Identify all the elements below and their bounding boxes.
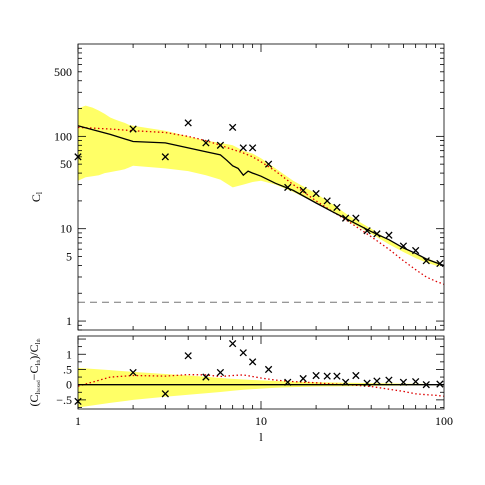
top-data-marker — [399, 242, 408, 250]
bottom-data-marker — [299, 374, 307, 383]
bottom-panel: −.50.511 10 100 (Clboxed−Clth)/Clth l — [27, 335, 453, 444]
top-data-marker — [248, 144, 257, 152]
bottom-data-marker — [352, 371, 360, 380]
bottom-data-marker — [341, 378, 350, 386]
top-data-marker — [341, 214, 350, 222]
top-data-marker — [216, 141, 225, 149]
top-y-axis-title: Cl — [29, 191, 44, 202]
top-data-marker — [228, 123, 237, 132]
top-y-tick-label: 50 — [60, 157, 72, 171]
x-tick-label: 10 — [255, 414, 267, 428]
bottom-ylabel-sub2: boxed — [37, 380, 42, 393]
bottom-data-marker — [312, 371, 320, 380]
bottom-data-marker — [161, 390, 169, 398]
top-data-marker — [161, 153, 169, 161]
bottom-data-marker — [248, 358, 257, 366]
top-data-marker — [202, 139, 210, 147]
bottom-ylabel-sub5: l — [34, 342, 42, 344]
bottom-data-marker — [129, 368, 137, 377]
top-data-marker — [129, 125, 137, 133]
top-data-marker — [373, 230, 381, 238]
top-data-marker — [352, 214, 360, 222]
top-data-marker — [239, 144, 247, 152]
x-tick-label: 1 — [75, 414, 81, 428]
bottom-ylabel-sub3: l — [34, 364, 42, 366]
top-plot-area — [74, 105, 445, 303]
x-tick-label: 100 — [435, 414, 453, 428]
bottom-ylabel-sub6: th — [37, 338, 42, 342]
top-uncertainty-band — [78, 105, 440, 267]
bottom-data-marker — [284, 378, 292, 386]
x-axis-title: l — [259, 430, 263, 444]
bottom-data-marker — [436, 380, 444, 388]
top-y-tick-label: 500 — [54, 65, 72, 79]
top-dotted-series — [77, 126, 445, 285]
bottom-data-marker — [228, 339, 237, 348]
top-y-tick-label: 5 — [66, 250, 72, 264]
top-y-tick-label: 10 — [60, 222, 72, 236]
bottom-data-marker — [239, 349, 247, 357]
top-ylabel-sub: l — [35, 191, 44, 194]
top-data-marker — [411, 246, 420, 255]
bottom-y-tick-label: .5 — [63, 362, 72, 376]
bottom-data-marker — [216, 368, 225, 377]
bottom-data-marker — [399, 378, 408, 386]
top-panel-frame — [77, 43, 445, 331]
bottom-ylabel-sub4: th — [37, 359, 42, 363]
bottom-data-marker — [373, 377, 381, 385]
bottom-plot-area — [74, 339, 445, 408]
top-data-marker — [385, 231, 393, 239]
top-data-marker — [184, 119, 192, 127]
top-data-marker — [422, 257, 430, 265]
top-data-marker — [299, 186, 307, 195]
top-panel: 1 5 10 50 100 500 Cl — [29, 43, 445, 331]
bottom-uncertainty-band — [78, 367, 444, 408]
bottom-ylabel-open: (C — [27, 395, 41, 407]
bottom-data-marker — [323, 372, 331, 380]
bottom-y-tick-label: −.5 — [56, 393, 72, 407]
top-y-tick-label: 1 — [66, 314, 72, 328]
bottom-axis-ticks: −.50.511 10 100 — [56, 336, 453, 428]
bottom-data-marker — [202, 373, 210, 381]
bottom-y-axis-title: (Clboxed−Clth)/Clth — [27, 338, 42, 406]
bottom-ylabel-sub1: l — [34, 393, 42, 395]
top-data-marker — [363, 227, 371, 235]
bottom-y-tick-label: 0 — [66, 378, 72, 392]
bottom-ylabel-mid: −C — [27, 366, 41, 381]
top-ylabel-main: C — [29, 194, 43, 202]
top-data-marker — [284, 183, 292, 192]
top-data-marker — [312, 189, 320, 198]
bottom-data-marker — [385, 376, 393, 384]
bottom-ylabel-end: )/C — [27, 344, 41, 359]
bottom-data-marker — [333, 372, 341, 380]
top-model-line — [77, 125, 445, 267]
top-axis-ticks: 1 5 10 50 100 500 — [54, 44, 444, 331]
bottom-data-marker — [422, 381, 430, 389]
bottom-y-tick-label: 1 — [66, 347, 72, 361]
top-data-marker — [264, 160, 273, 168]
top-y-tick-label: 100 — [54, 129, 72, 143]
top-data-marker — [323, 197, 331, 205]
bottom-data-marker — [184, 352, 192, 360]
bottom-dotted-series — [77, 373, 445, 397]
top-data-marker — [333, 203, 341, 212]
bottom-data-marker — [264, 365, 273, 374]
bottom-data-marker — [363, 379, 371, 387]
bottom-data-marker — [411, 377, 420, 386]
